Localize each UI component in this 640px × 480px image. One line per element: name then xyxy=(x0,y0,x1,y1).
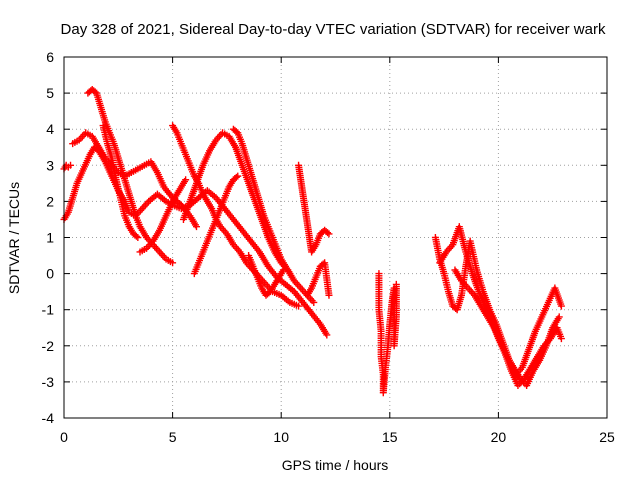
data-point xyxy=(295,302,303,310)
data-point xyxy=(325,230,333,238)
data-point xyxy=(324,229,332,237)
x-tick-label: 25 xyxy=(599,429,615,445)
data-point xyxy=(555,313,563,321)
series-trace-14 xyxy=(375,270,400,397)
series-trace-2 xyxy=(60,161,75,173)
x-tick-label: 10 xyxy=(273,429,289,445)
series-trace-4 xyxy=(84,85,177,267)
y-tick-label: 2 xyxy=(46,193,54,209)
y-tick-label: -4 xyxy=(42,410,55,426)
x-tick-label: 0 xyxy=(60,429,68,445)
data-point xyxy=(392,280,400,288)
y-tick-labels: -4 -3 -2 -1 0 1 2 3 4 5 6 xyxy=(42,49,55,426)
series-trace-5 xyxy=(99,122,142,241)
data-point xyxy=(234,172,242,180)
series-trace-6 xyxy=(136,176,190,256)
x-tick-label: 15 xyxy=(382,429,398,445)
data-point xyxy=(134,234,142,241)
y-tick-label: 3 xyxy=(46,157,54,173)
data-point xyxy=(286,270,294,278)
data-point xyxy=(192,223,200,231)
series-trace-9 xyxy=(190,172,242,278)
x-tick-label: 5 xyxy=(169,429,177,445)
chart-title: Day 328 of 2021, Sidereal Day-to-day VTE… xyxy=(61,21,606,38)
y-tick-label: -1 xyxy=(42,302,55,318)
y-tick-label: -2 xyxy=(42,338,55,354)
y-tick-label: 4 xyxy=(46,121,54,137)
data-point xyxy=(310,298,318,306)
data-point xyxy=(325,291,333,299)
series-trace-12 xyxy=(295,161,333,256)
series-trace-10 xyxy=(229,125,294,278)
x-tick-labels: 0 5 10 15 20 25 xyxy=(60,429,615,445)
plot-frame xyxy=(63,56,608,419)
data-point xyxy=(279,266,287,274)
data-point xyxy=(182,176,190,184)
data-point xyxy=(323,331,331,339)
x-tick-label: 20 xyxy=(491,429,507,445)
x-axis-label: GPS time / hours xyxy=(282,457,389,473)
data-point xyxy=(67,161,75,169)
data-point xyxy=(232,173,240,181)
data-point xyxy=(132,232,140,240)
y-tick-label: 0 xyxy=(46,266,54,282)
data-point xyxy=(557,302,565,310)
series-trace-11 xyxy=(245,252,287,299)
y-tick-label: 1 xyxy=(46,230,54,246)
data-points xyxy=(60,85,565,397)
y-tick-label: 6 xyxy=(46,49,54,65)
y-tick-label: 5 xyxy=(46,85,54,101)
y-axis-label: SDTVAR / TECUs xyxy=(6,182,22,294)
y-tick-label: -3 xyxy=(42,374,55,390)
series-trace-17 xyxy=(451,266,563,390)
data-point xyxy=(169,259,177,267)
series-trace-13 xyxy=(303,259,333,299)
data-point xyxy=(557,335,565,343)
